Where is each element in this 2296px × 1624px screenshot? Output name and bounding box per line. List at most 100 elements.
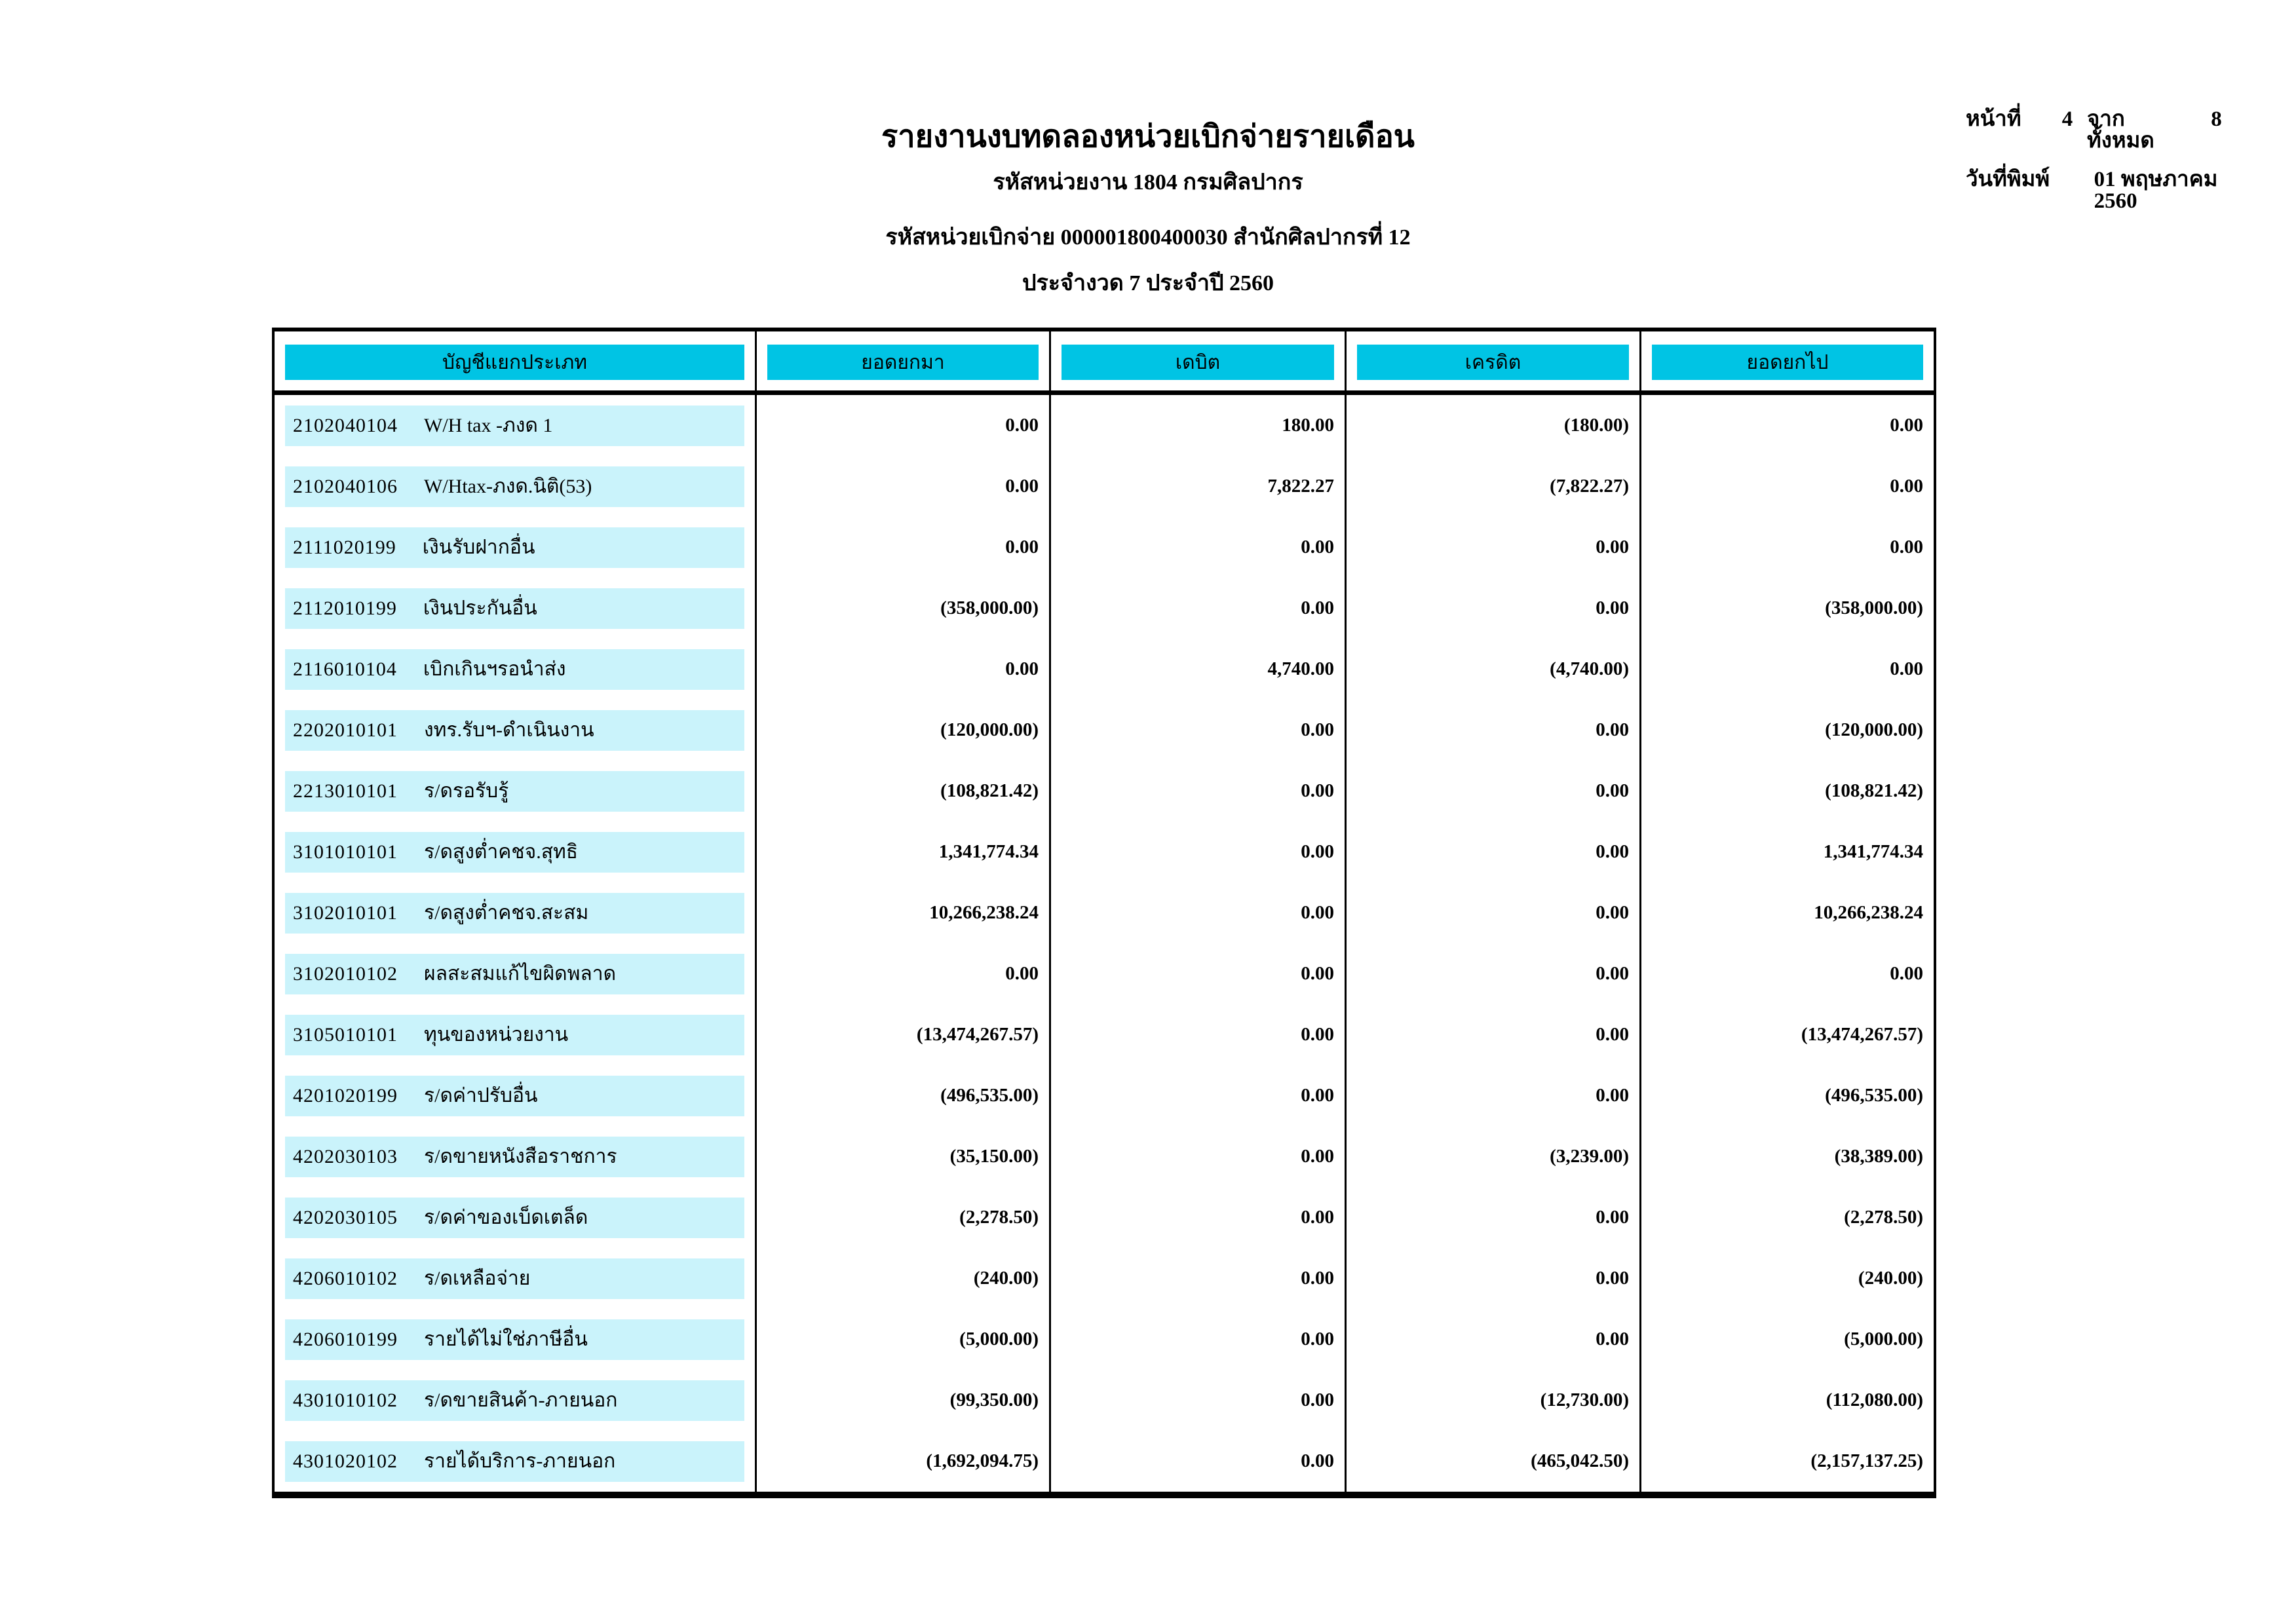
opening-balance-value: 1,341,774.34 xyxy=(757,821,1051,882)
table-row: 4301020102 รายได้บริการ-ภายนอก (1,692,09… xyxy=(275,1431,1934,1492)
opening-balance-value: (240.00) xyxy=(757,1248,1051,1309)
account-name: ร/ดสูงต่ำคชจ.สะสม xyxy=(424,902,589,924)
account-cell: 3105010101 ทุนของหน่วยงาน xyxy=(275,1004,757,1065)
total-pages: 8 xyxy=(2211,107,2222,131)
opening-balance-value: 0.00 xyxy=(757,639,1051,700)
credit-value: 0.00 xyxy=(1347,517,1641,578)
debit-value: 7,822.27 xyxy=(1051,456,1347,517)
account-cell: 3102010101 ร/ดสูงต่ำคชจ.สะสม xyxy=(275,882,757,943)
opening-balance-value: 0.00 xyxy=(757,456,1051,517)
opening-balance-value: (13,474,267.57) xyxy=(757,1004,1051,1065)
opening-balance-value: 0.00 xyxy=(757,395,1051,456)
credit-value: 0.00 xyxy=(1347,821,1641,882)
opening-balance-value: (35,150.00) xyxy=(757,1126,1051,1187)
account-code: 2102040106 xyxy=(293,475,398,497)
opening-balance-value: (99,350.00) xyxy=(757,1370,1051,1431)
closing-balance-value: (120,000.00) xyxy=(1825,719,1923,740)
header-label-debit: เดบิต xyxy=(1062,345,1334,380)
header-cell-account: บัญชีแยกประเภท xyxy=(275,331,757,390)
credit-value: (12,730.00) xyxy=(1347,1370,1641,1431)
opening-balance-value: (1,692,094.75) xyxy=(757,1431,1051,1492)
account-code: 3102010102 xyxy=(293,962,398,985)
header-label-account: บัญชีแยกประเภท xyxy=(285,345,744,380)
table-row: 2202010101 งทร.รับฯ-ดำเนินงาน (120,000.0… xyxy=(275,700,1934,761)
page-number: 4 xyxy=(2061,107,2073,131)
closing-balance-value: (13,474,267.57) xyxy=(1801,1024,1923,1045)
table-body: 2102040104 W/H tax -ภงด 1 0.00 180.00 (1… xyxy=(275,395,1934,1492)
account-name: รายได้ไม่ใช่ภาษีอื่น xyxy=(424,1329,588,1350)
account-band: 4206010199 รายได้ไม่ใช่ภาษีอื่น xyxy=(285,1319,744,1360)
account-band: 4301020102 รายได้บริการ-ภายนอก xyxy=(285,1441,744,1482)
closing-balance-value: (112,080.00) xyxy=(1826,1389,1923,1410)
account-name: เงินประกันอื่น xyxy=(423,597,537,619)
account-cell: 2213010101 ร/ดรอรับรู้ xyxy=(275,761,757,821)
header-cell-credit: เครดิต xyxy=(1347,331,1641,390)
opening-balance-value: 0.00 xyxy=(757,517,1051,578)
page-title: รายงานงบทดลองหน่วยเบิกจ่ายรายเดือน xyxy=(881,120,1415,154)
account-name: ร/ดเหลือจ่าย xyxy=(424,1268,531,1289)
account-cell: 2202010101 งทร.รับฯ-ดำเนินงาน xyxy=(275,700,757,761)
header-cell-debit: เดบิต xyxy=(1051,331,1347,390)
header-label-credit: เครดิต xyxy=(1357,345,1629,380)
account-band: 4202030105 ร/ดค่าของเบ็ดเตล็ด xyxy=(285,1197,744,1238)
account-name: เงินรับฝากอื่น xyxy=(422,537,535,558)
credit-value: (180.00) xyxy=(1347,395,1641,456)
table-row: 4201020199 ร/ดค่าปรับอื่น (496,535.00) 0… xyxy=(275,1065,1934,1126)
opening-balance-value: (120,000.00) xyxy=(757,700,1051,761)
print-date-row: วันที่พิมพ์ 01 พฤษภาคม 2560 xyxy=(1966,169,2241,212)
debit-value: 180.00 xyxy=(1051,395,1347,456)
account-name: เบิกเกินฯรอนำส่ง xyxy=(423,658,566,680)
account-band: 4206010102 ร/ดเหลือจ่าย xyxy=(285,1258,744,1299)
account-code: 3105010101 xyxy=(293,1023,398,1046)
debit-value: 0.00 xyxy=(1051,1126,1347,1187)
account-band: 3102010102 ผลสะสมแก้ไขผิดพลาด xyxy=(285,953,744,994)
print-date: 01 พฤษภาคม 2560 xyxy=(2094,168,2218,213)
opening-balance-value: 0.00 xyxy=(757,943,1051,1004)
table-row: 4202030105 ร/ดค่าของเบ็ดเตล็ด (2,278.50)… xyxy=(275,1187,1934,1248)
account-cell: 2112010199 เงินประกันอื่น xyxy=(275,578,757,639)
page-info-block: หน้าที่ 4 จากทั้งหมด 8 วันที่พิมพ์ 01 พฤ… xyxy=(1966,109,2241,229)
credit-value: 0.00 xyxy=(1347,578,1641,639)
header-label-closing-balance: ยอดยกไป xyxy=(1652,345,1923,380)
closing-balance-value: (2,278.50) xyxy=(1844,1207,1923,1228)
account-code: 2213010101 xyxy=(293,780,398,802)
account-cell: 3102010102 ผลสะสมแก้ไขผิดพลาด xyxy=(275,943,757,1004)
page-label: หน้าที่ xyxy=(1966,107,2021,131)
credit-value: 0.00 xyxy=(1347,1187,1641,1248)
credit-value: (465,042.50) xyxy=(1347,1431,1641,1492)
table-row: 4206010199 รายได้ไม่ใช่ภาษีอื่น (5,000.0… xyxy=(275,1309,1934,1370)
account-cell: 4206010102 ร/ดเหลือจ่าย xyxy=(275,1248,757,1309)
table-row: 3102010101 ร/ดสูงต่ำคชจ.สะสม 10,266,238.… xyxy=(275,882,1934,943)
closing-balance-value: 0.00 xyxy=(1890,963,1923,984)
closing-balance-value: 0.00 xyxy=(1890,476,1923,497)
debit-value: 4,740.00 xyxy=(1051,639,1347,700)
table-row: 4206010102 ร/ดเหลือจ่าย (240.00) 0.00 0.… xyxy=(275,1248,1934,1309)
account-code: 2102040104 xyxy=(293,414,398,436)
disburse-unit-line: รหัสหน่วยเบิกจ่าย 000001800400030 สำนักศ… xyxy=(885,225,1411,250)
account-name: ร/ดค่าปรับอื่น xyxy=(424,1085,538,1106)
closing-balance-value: (38,389.00) xyxy=(1834,1146,1923,1167)
account-code: 4301020102 xyxy=(293,1450,398,1472)
debit-value: 0.00 xyxy=(1051,1065,1347,1126)
closing-balance-value: 1,341,774.34 xyxy=(1823,841,1923,862)
opening-balance-value: (108,821.42) xyxy=(757,761,1051,821)
account-band: 3101010101 ร/ดสูงต่ำคชจ.สุทธิ xyxy=(285,831,744,873)
account-name: ร/ดขายสินค้า-ภายนอก xyxy=(424,1389,618,1411)
account-code: 4202030103 xyxy=(293,1145,398,1167)
table-row: 2102040104 W/H tax -ภงด 1 0.00 180.00 (1… xyxy=(275,395,1934,456)
account-band: 4201020199 ร/ดค่าปรับอื่น xyxy=(285,1075,744,1116)
opening-balance-value: (2,278.50) xyxy=(757,1187,1051,1248)
account-band: 2112010199 เงินประกันอื่น xyxy=(285,588,744,629)
credit-value: 0.00 xyxy=(1347,943,1641,1004)
account-code: 2112010199 xyxy=(293,597,397,619)
opening-balance-value: 10,266,238.24 xyxy=(757,882,1051,943)
credit-value: 0.00 xyxy=(1347,882,1641,943)
debit-value: 0.00 xyxy=(1051,1431,1347,1492)
table-row: 2213010101 ร/ดรอรับรู้ (108,821.42) 0.00… xyxy=(275,761,1934,821)
credit-value: (4,740.00) xyxy=(1347,639,1641,700)
period-line: ประจำงวด 7 ประจำปี 2560 xyxy=(1022,271,1274,295)
closing-balance-value: 0.00 xyxy=(1890,537,1923,557)
account-code: 4201020199 xyxy=(293,1084,398,1106)
table-row: 3101010101 ร/ดสูงต่ำคชจ.สุทธิ 1,341,774.… xyxy=(275,821,1934,882)
